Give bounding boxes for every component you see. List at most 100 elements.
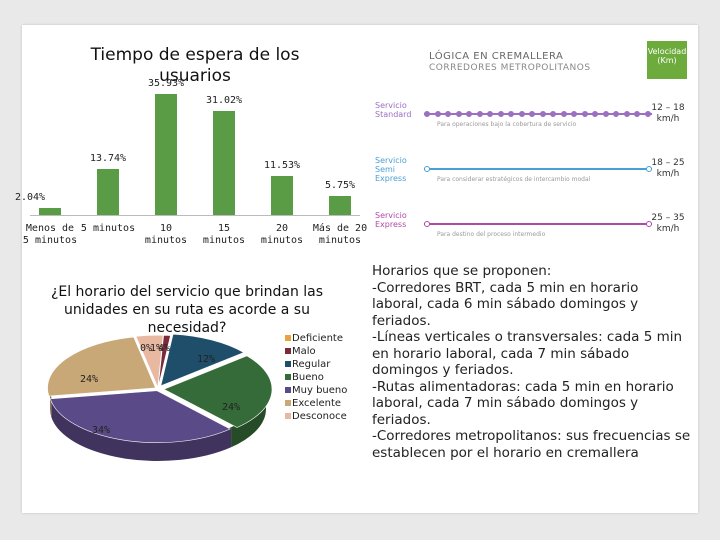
bar-category-label: 20 minutos	[260, 223, 304, 246]
stop-dot	[424, 221, 430, 227]
stop-dot	[623, 111, 630, 117]
stop-dot	[466, 111, 472, 117]
pie-side-4	[51, 397, 232, 462]
legend-label: Excelente	[292, 398, 342, 409]
pie-slice-bueno	[163, 355, 273, 428]
pie-slice-label: 24%	[80, 374, 99, 385]
legend-swatch	[285, 374, 291, 380]
stop-dot	[445, 111, 451, 117]
legend-swatch	[285, 335, 291, 341]
legend-item: Bueno	[285, 371, 347, 384]
bar-4	[271, 176, 293, 215]
service-desc: Para operaciones bajo la cobertura de se…	[437, 121, 577, 128]
service-line	[424, 166, 652, 172]
stop-dot	[646, 166, 652, 172]
legend-item: Malo	[285, 345, 347, 358]
stop-dot	[518, 111, 525, 117]
legend-item: Desconoce	[285, 410, 347, 423]
legend-swatch	[285, 413, 291, 419]
stop-dot	[455, 111, 462, 117]
bar-value-label: 31.02%	[205, 94, 243, 106]
service-desc: Para considerar estratégicos de intercam…	[437, 176, 591, 183]
legend-item: Deficiente	[285, 332, 347, 345]
schedule-text: Horarios que se proponen: -Corredores BR…	[372, 263, 691, 461]
pie-slice-label: 0%	[140, 343, 153, 354]
stop-dot	[602, 111, 609, 117]
stop-dot	[634, 111, 640, 117]
service-line	[424, 221, 652, 227]
bar-5	[329, 195, 351, 215]
stop-dot	[424, 111, 430, 117]
pie-slice-muy-bueno	[49, 390, 231, 443]
pie-slice-malo	[157, 334, 171, 388]
pie-slice-label: 1%	[150, 343, 163, 354]
stop-dot	[424, 166, 430, 172]
bar-category-label: 10 minutos	[144, 223, 188, 246]
legend-label: Deficiente	[292, 333, 343, 344]
service-name: Servicio Express	[375, 211, 407, 229]
stop-dot	[434, 111, 441, 117]
legend-swatch	[285, 400, 291, 406]
service-speed: 18 – 25 km/h	[651, 158, 685, 179]
bar-baseline	[30, 215, 360, 216]
service-name: Servicio Semi Express	[375, 156, 407, 183]
slide: Tiempo de espera de los usuarios 2.04% Me…	[15, 25, 698, 513]
stop-dot	[487, 111, 493, 117]
legend-label: Muy bueno	[292, 385, 348, 396]
legend-swatch	[285, 348, 291, 354]
legend-item: Muy bueno	[285, 384, 348, 397]
bar-value-label: 2.04%	[14, 192, 46, 204]
stop-dot	[497, 111, 504, 117]
bar-value-label: 35.93%	[147, 78, 185, 90]
bar-value-label: 13.74%	[89, 152, 127, 164]
pie-slice-label: 12%	[197, 354, 216, 365]
stop-dot	[592, 111, 598, 117]
stop-dot	[550, 111, 556, 117]
legend-label: Regular	[292, 359, 331, 370]
service-desc: Para destino del proceso intermedio	[437, 231, 546, 238]
pie-chart	[47, 333, 273, 462]
bar-0	[39, 208, 61, 215]
bar-value-label: 5.75%	[324, 179, 356, 191]
pie-slice-regular	[160, 333, 245, 387]
bar-category-label: 5 minutos	[80, 223, 136, 234]
legend-label: Desconoce	[292, 411, 347, 422]
legend-item: Excelente	[285, 397, 347, 410]
pie-chart-title: ¿El horario del servicio que brindan las…	[50, 284, 324, 336]
bar-value-label: 11.53%	[263, 160, 301, 172]
legend-swatch	[285, 361, 291, 367]
cremallera-graphic: LÓGICA EN CREMALLERA CORREDORES METROPOL…	[369, 41, 689, 263]
stop-dot	[571, 111, 577, 117]
service-speed: 25 – 35 km/h	[651, 213, 685, 234]
legend-item: Regular	[285, 358, 347, 371]
speed-header: Velocidad (Km)	[647, 41, 687, 79]
info-title-2: CORREDORES METROPOLITANOS	[429, 63, 591, 73]
legend-swatch	[285, 387, 291, 393]
info-title-1: LÓGICA EN CREMALLERA	[429, 51, 564, 62]
stop-dot	[560, 111, 567, 117]
service-line	[424, 111, 652, 117]
bar-2	[155, 94, 177, 215]
service-speed: 12 – 18 km/h	[651, 103, 685, 124]
bar-3	[213, 110, 235, 215]
pie-slice-label: 34%	[92, 425, 111, 436]
pie-slice-label: 24%	[222, 402, 241, 413]
stop-dot	[508, 111, 514, 117]
legend-label: Malo	[292, 346, 316, 357]
bar-1	[97, 168, 119, 215]
bar-category-label: Más de 20 minutos	[312, 223, 368, 246]
pie-legend: Deficiente Malo Regular Bueno Muy bueno Excel…	[285, 332, 348, 423]
stop-dot	[581, 111, 588, 117]
pie-slice-excelente	[47, 336, 156, 397]
pie-slice-label: 4%	[158, 343, 171, 354]
stop-dot	[644, 111, 651, 117]
bar-chart-title: Tiempo de espera de los usuarios	[90, 45, 300, 86]
stop-dot	[613, 111, 619, 117]
bar-category-label: 15 minutos	[202, 223, 246, 246]
stop-dot	[529, 111, 535, 117]
bar-category-label: Menos de 5 minutos	[22, 223, 78, 246]
service-name: Servicio Standard	[375, 101, 412, 119]
pie-slice-desconoce	[135, 334, 164, 389]
stop-dot	[646, 221, 652, 227]
stop-dot	[539, 111, 546, 117]
